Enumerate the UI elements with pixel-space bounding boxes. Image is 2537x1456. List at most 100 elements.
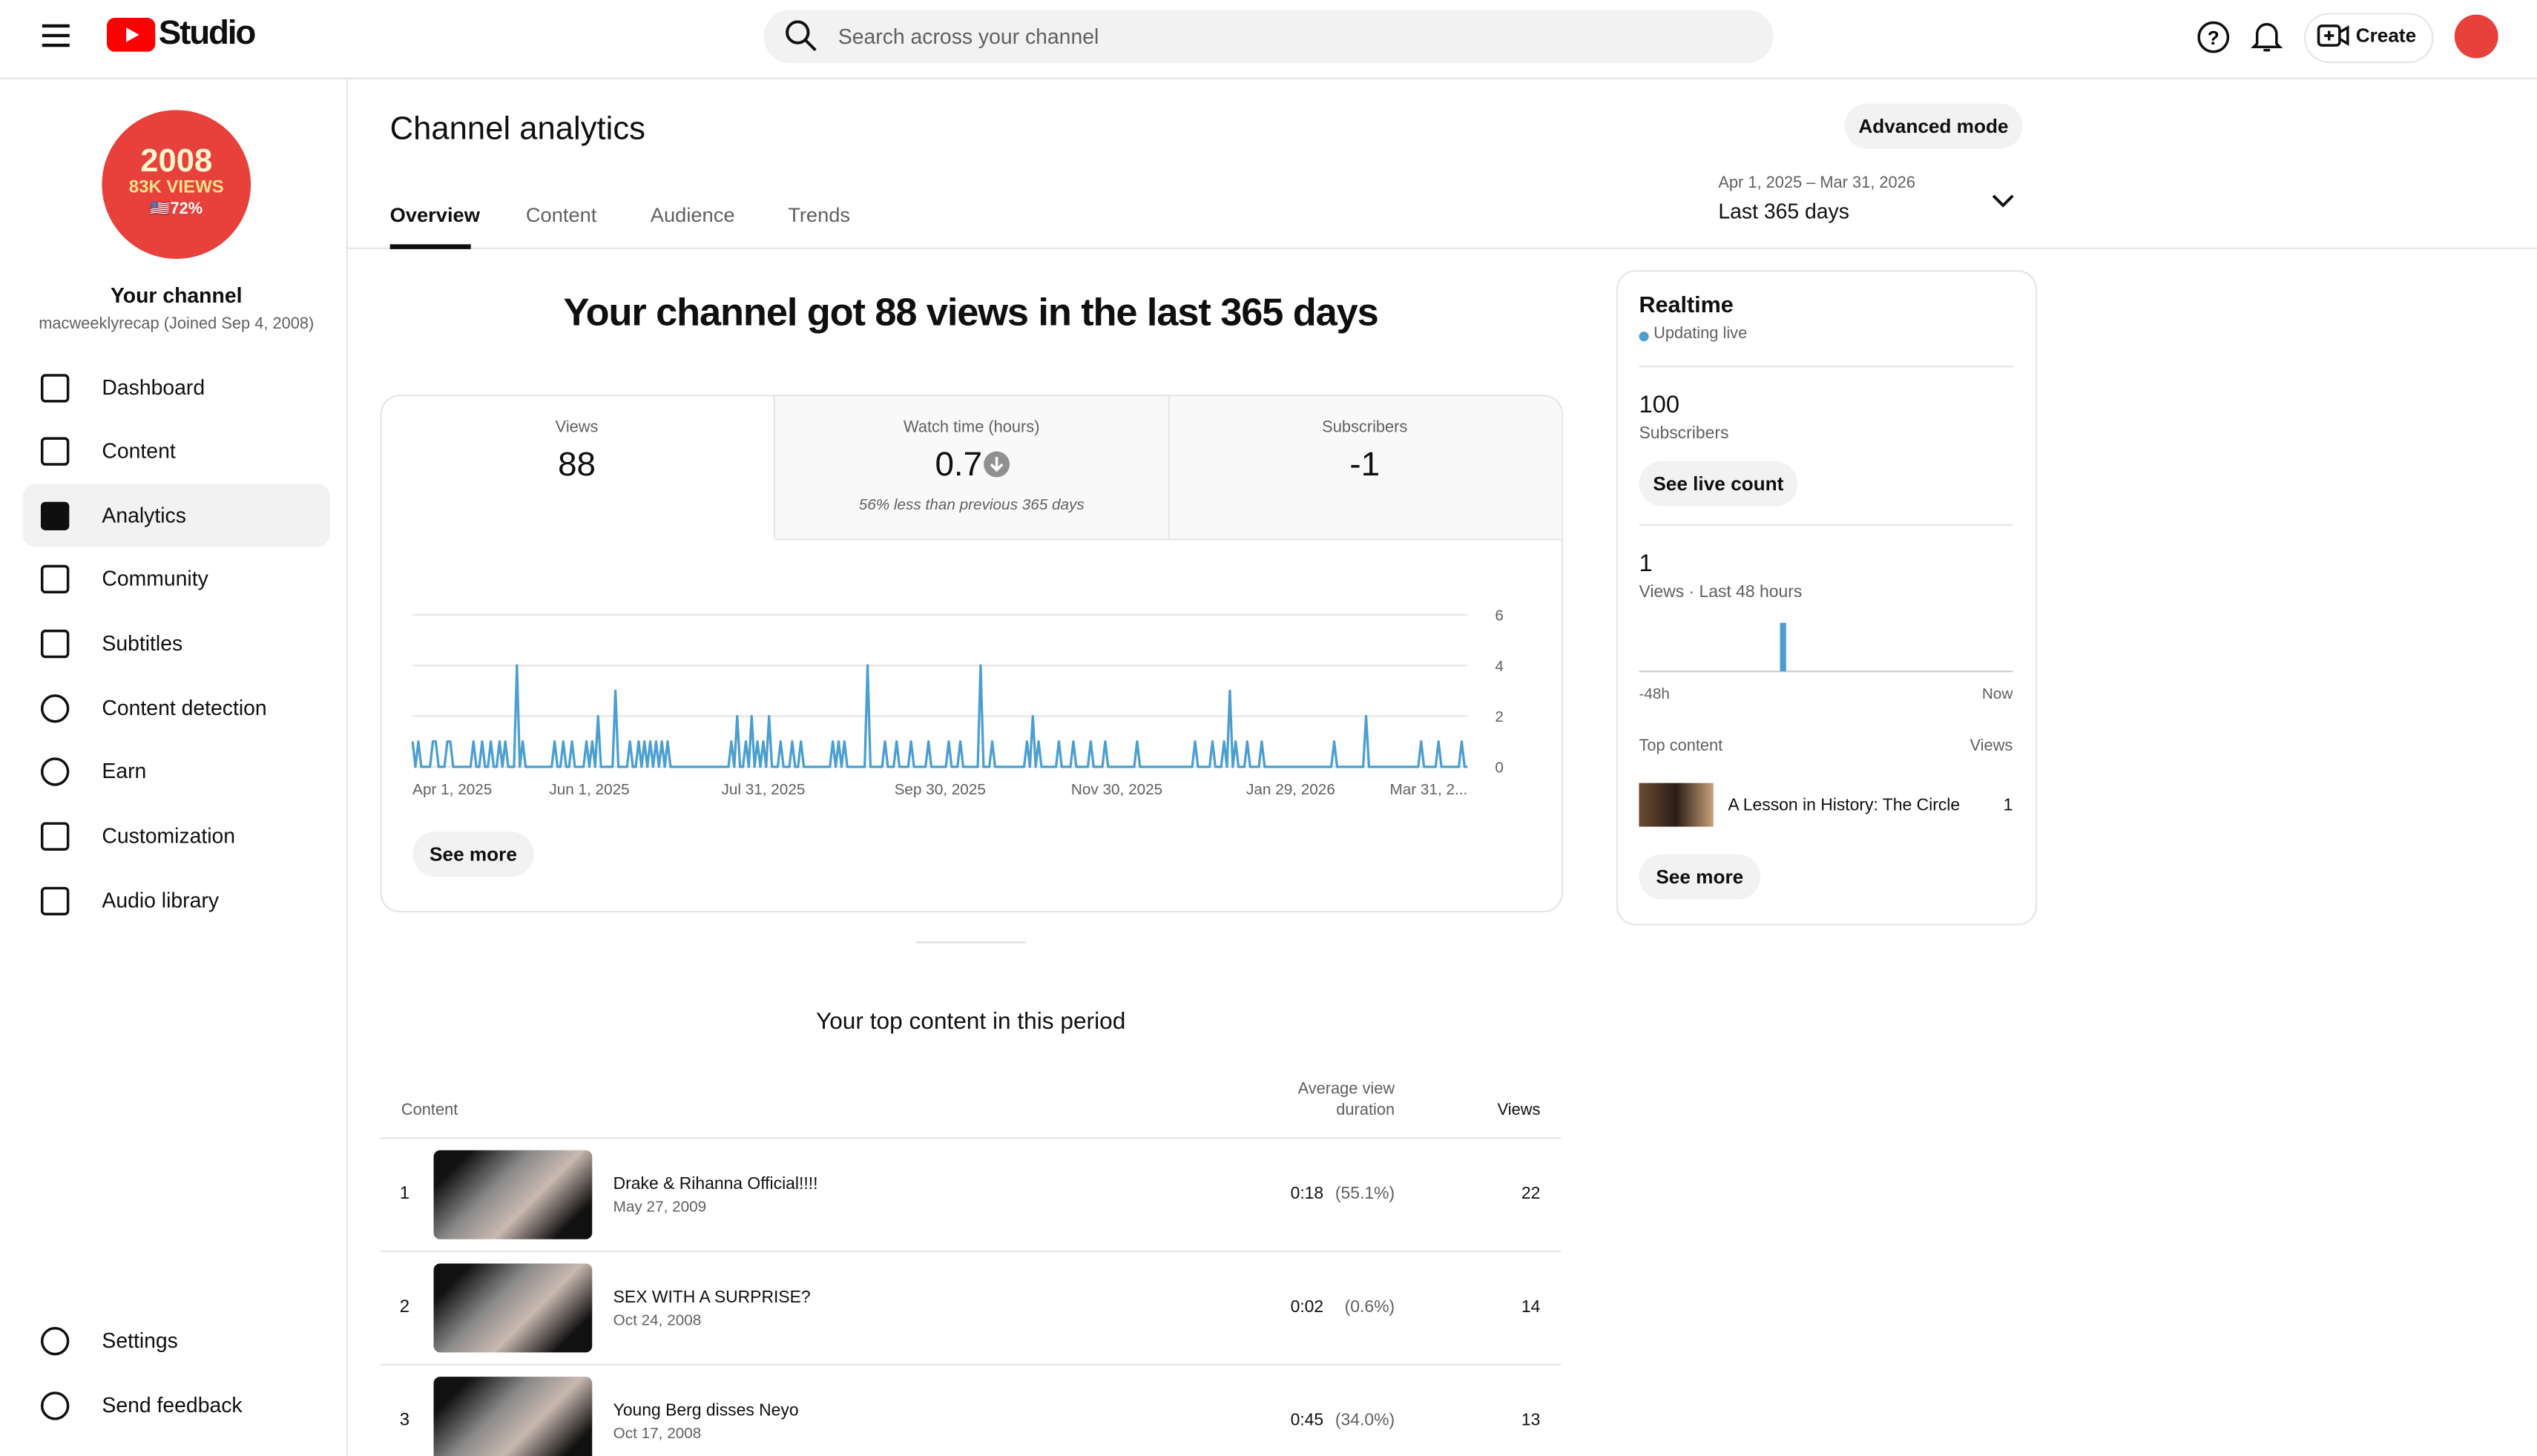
- video-thumbnail[interactable]: [433, 1377, 593, 1456]
- metric-value[interactable]: 88: [558, 446, 596, 484]
- nav-item[interactable]: Community: [23, 547, 330, 610]
- x-tick-label: Sep 30, 2025: [895, 781, 986, 798]
- metric-label[interactable]: Subscribers: [1322, 418, 1408, 437]
- realtime-status: Updating live: [1654, 325, 1748, 343]
- nav-item[interactable]: Send feedback: [23, 1374, 330, 1437]
- youtube-logo[interactable]: [106, 17, 156, 52]
- help-button[interactable]: ?: [2196, 19, 2231, 55]
- avg-duration: 0:18: [1290, 1184, 1324, 1204]
- realtime-see-more-button[interactable]: See more: [1639, 854, 1761, 900]
- search-icon: [786, 20, 817, 52]
- search-placeholder: Search across your channel: [838, 24, 1099, 49]
- nav-icon: [40, 374, 70, 403]
- divider: [915, 941, 1026, 943]
- live-dot: [1639, 332, 1649, 342]
- nav-label: Earn: [102, 758, 147, 783]
- avatar-percent: 🇺🇸72%: [150, 200, 203, 219]
- views-line: [411, 664, 1468, 768]
- top-thumbnail[interactable]: [1639, 783, 1714, 827]
- active-tab-indicator: [389, 244, 471, 249]
- metric-label[interactable]: Views: [555, 418, 599, 437]
- y-tick-label: 0: [1495, 759, 1504, 776]
- bar: [1780, 622, 1786, 672]
- nav-item[interactable]: Subtitles: [23, 611, 330, 674]
- nav-item[interactable]: Dashboard: [23, 356, 330, 419]
- tab[interactable]: Audience: [650, 203, 735, 227]
- search-box[interactable]: [763, 10, 1774, 64]
- nav-label: Settings: [102, 1328, 178, 1353]
- subscriber-count: 100: [1639, 391, 1680, 419]
- video-title[interactable]: SEX WITH A SURPRISE?: [613, 1288, 811, 1308]
- nav-label: Content detection: [102, 695, 267, 720]
- overview-card: [380, 395, 1563, 913]
- metric-value[interactable]: 0.7: [935, 446, 983, 484]
- top-content-heading: Your top content in this period: [816, 1009, 1126, 1035]
- channel-avatar[interactable]: 2008 83K VIEWS 🇺🇸72%: [102, 110, 251, 259]
- period-dropdown[interactable]: [1990, 191, 2016, 210]
- studio-logo[interactable]: Studio: [158, 14, 257, 52]
- menu-button[interactable]: [42, 23, 71, 49]
- nav-label: Send feedback: [102, 1392, 243, 1417]
- period[interactable]: Last 365 days: [1718, 199, 1849, 223]
- video-title[interactable]: Young Berg disses Neyo: [613, 1400, 799, 1421]
- y-tick-label: 6: [1495, 607, 1504, 624]
- top-content-title[interactable]: A Lesson in History: The Circle: [1728, 796, 1961, 816]
- nav-icon: [40, 1326, 70, 1356]
- see-live-count-button[interactable]: See live count: [1639, 461, 1798, 507]
- nav-label: Community: [102, 566, 208, 591]
- nav-item[interactable]: Customization: [23, 804, 330, 867]
- video-thumbnail[interactable]: [433, 1263, 593, 1353]
- nav-item[interactable]: Settings: [23, 1309, 330, 1372]
- see-more-button[interactable]: See more: [412, 831, 534, 877]
- tab[interactable]: Trends: [788, 203, 851, 227]
- nav-icon: [40, 437, 70, 466]
- nav-label: Audio library: [102, 888, 220, 913]
- nav-label: Customization: [102, 823, 236, 848]
- avatar-year: 2008: [140, 144, 213, 180]
- views-column-label: Views: [1970, 737, 2013, 756]
- realtime-end: Now: [1981, 685, 2013, 704]
- account-avatar[interactable]: [2454, 14, 2498, 59]
- video-title[interactable]: Drake & Rihanna Official!!!!: [613, 1174, 818, 1194]
- nav-item[interactable]: Content detection: [23, 676, 330, 739]
- rank: 2: [399, 1297, 410, 1317]
- nav-icon: [40, 501, 70, 530]
- realtime-start: -48h: [1639, 685, 1670, 704]
- divider: [1639, 524, 2013, 526]
- nav-item[interactable]: Earn: [23, 739, 330, 803]
- watch-time-note: 56% less than previous 365 days: [858, 496, 1085, 515]
- video-thumbnail[interactable]: [433, 1150, 593, 1239]
- nav-label: Content: [102, 438, 176, 463]
- advanced-mode-button[interactable]: Advanced mode: [1844, 103, 2023, 149]
- nav-icon: [40, 629, 70, 659]
- metric-label[interactable]: Watch time (hours): [904, 418, 1040, 437]
- decrease-icon: [984, 451, 1010, 478]
- realtime-views: 1: [1639, 550, 1653, 578]
- notifications-button[interactable]: [2251, 19, 2283, 55]
- create-button[interactable]: [2303, 13, 2434, 64]
- nav-item[interactable]: Content: [23, 419, 330, 482]
- x-tick-label: Nov 30, 2025: [1071, 781, 1162, 798]
- metric-value[interactable]: -1: [1349, 446, 1381, 484]
- realtime-title: Realtime: [1639, 291, 1734, 317]
- nav-item[interactable]: Audio library: [23, 869, 330, 932]
- nav-icon: [40, 694, 70, 723]
- nav-item[interactable]: Analytics: [22, 484, 330, 547]
- row-divider: [380, 1363, 1562, 1366]
- create-icon: [2317, 24, 2349, 47]
- x-tick-label: Mar 31, 2...: [1389, 781, 1467, 798]
- nav-icon: [40, 822, 70, 851]
- x-tick-label: Jun 1, 2025: [549, 781, 629, 798]
- x-tick-label: Jan 29, 2026: [1246, 781, 1335, 798]
- tab[interactable]: Content: [525, 203, 597, 227]
- avg-percent: (34.0%): [1335, 1410, 1395, 1431]
- top-content-label: Top content: [1639, 737, 1723, 756]
- metric-divider: [773, 396, 775, 539]
- tab[interactable]: Overview: [389, 203, 480, 227]
- nav-icon: [40, 1391, 70, 1420]
- page-title: Channel analytics: [389, 111, 645, 148]
- top-content-views: 1: [2003, 796, 2013, 816]
- video-views: 22: [1521, 1184, 1541, 1204]
